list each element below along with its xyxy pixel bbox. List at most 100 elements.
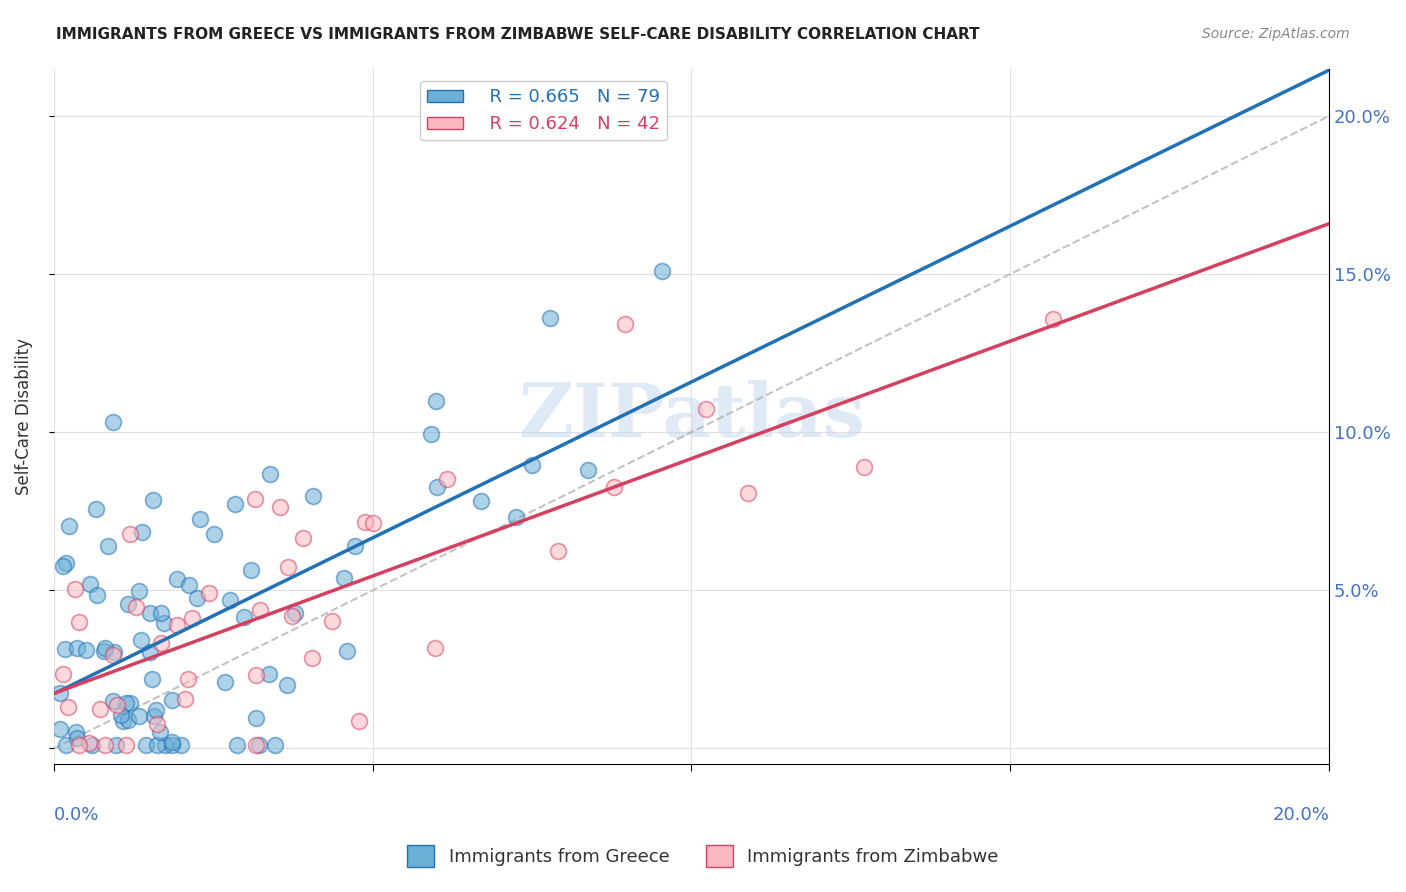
Point bbox=[139, 645, 162, 659]
Point bbox=[181, 611, 204, 625]
Point bbox=[143, 709, 166, 723]
Point bbox=[93, 644, 115, 658]
Point bbox=[49, 685, 72, 699]
Text: 20.0%: 20.0% bbox=[1272, 806, 1329, 824]
Point bbox=[160, 693, 183, 707]
Point bbox=[214, 675, 236, 690]
Point bbox=[651, 264, 673, 278]
Point bbox=[115, 696, 138, 710]
Point bbox=[347, 714, 370, 729]
Point bbox=[301, 651, 323, 665]
Point bbox=[695, 401, 717, 416]
Point bbox=[67, 739, 90, 753]
Point bbox=[284, 606, 307, 620]
Point bbox=[145, 703, 167, 717]
Point bbox=[162, 735, 184, 749]
Point bbox=[425, 394, 447, 409]
Y-axis label: Self-Care Disability: Self-Care Disability bbox=[15, 338, 32, 495]
Point bbox=[188, 512, 211, 526]
Point bbox=[139, 606, 162, 620]
Point bbox=[547, 544, 569, 558]
Point bbox=[226, 739, 249, 753]
Point bbox=[259, 467, 281, 481]
Point bbox=[333, 571, 356, 585]
Point bbox=[852, 460, 875, 475]
Point bbox=[53, 642, 76, 657]
Point bbox=[65, 725, 87, 739]
Point bbox=[112, 714, 135, 729]
Point bbox=[84, 501, 107, 516]
Point bbox=[160, 739, 183, 753]
Point bbox=[101, 648, 124, 663]
Point bbox=[259, 666, 281, 681]
Point bbox=[224, 497, 246, 511]
Point bbox=[65, 641, 87, 656]
Point bbox=[166, 618, 188, 632]
Point bbox=[97, 539, 120, 553]
Point bbox=[245, 668, 267, 682]
Point bbox=[142, 492, 165, 507]
Point bbox=[94, 739, 117, 753]
Point bbox=[249, 603, 271, 617]
Point bbox=[174, 691, 197, 706]
Point bbox=[146, 739, 169, 753]
Point bbox=[145, 717, 167, 731]
Point bbox=[166, 573, 188, 587]
Point bbox=[470, 493, 492, 508]
Point bbox=[117, 713, 139, 727]
Point bbox=[103, 645, 125, 659]
Point bbox=[101, 694, 124, 708]
Point bbox=[65, 582, 87, 596]
Point bbox=[354, 515, 377, 529]
Text: Source: ZipAtlas.com: Source: ZipAtlas.com bbox=[1202, 27, 1350, 41]
Point bbox=[117, 597, 139, 611]
Text: IMMIGRANTS FROM GREECE VS IMMIGRANTS FROM ZIMBABWE SELF-CARE DISABILITY CORRELAT: IMMIGRANTS FROM GREECE VS IMMIGRANTS FRO… bbox=[56, 27, 980, 42]
Point bbox=[149, 725, 172, 739]
Point bbox=[520, 458, 543, 472]
Point bbox=[51, 558, 73, 573]
Point bbox=[186, 591, 208, 606]
Point bbox=[131, 633, 153, 648]
Point bbox=[58, 518, 80, 533]
Point bbox=[245, 711, 267, 725]
Point bbox=[613, 317, 636, 331]
Point bbox=[67, 615, 90, 629]
Point bbox=[153, 739, 176, 753]
Point bbox=[179, 578, 201, 592]
Point bbox=[423, 640, 446, 655]
Point bbox=[321, 614, 343, 628]
Point bbox=[302, 489, 325, 503]
Text: 0.0%: 0.0% bbox=[53, 806, 100, 824]
Point bbox=[94, 640, 117, 655]
Point bbox=[269, 500, 291, 515]
Point bbox=[105, 698, 128, 712]
Point bbox=[131, 525, 153, 540]
Point bbox=[243, 492, 266, 507]
Point bbox=[55, 557, 77, 571]
Point bbox=[603, 480, 626, 494]
Point bbox=[169, 739, 191, 753]
Point bbox=[141, 673, 163, 687]
Point bbox=[79, 735, 101, 749]
Point bbox=[89, 702, 111, 716]
Point bbox=[232, 610, 254, 624]
Point bbox=[420, 427, 443, 442]
Legend:   R = 0.665   N = 79,   R = 0.624   N = 42: R = 0.665 N = 79, R = 0.624 N = 42 bbox=[420, 81, 666, 141]
Point bbox=[277, 559, 299, 574]
Point bbox=[125, 600, 148, 615]
Point bbox=[276, 678, 298, 692]
Point bbox=[128, 584, 150, 599]
Point bbox=[245, 739, 267, 753]
Point bbox=[128, 708, 150, 723]
Point bbox=[343, 540, 366, 554]
Point bbox=[101, 416, 124, 430]
Point bbox=[336, 643, 359, 657]
Point bbox=[219, 592, 242, 607]
Point bbox=[115, 739, 138, 753]
Point bbox=[66, 731, 89, 746]
Point bbox=[86, 588, 108, 602]
Point bbox=[1042, 311, 1064, 326]
Point bbox=[55, 739, 77, 753]
Point bbox=[150, 635, 173, 649]
Point bbox=[436, 472, 458, 486]
